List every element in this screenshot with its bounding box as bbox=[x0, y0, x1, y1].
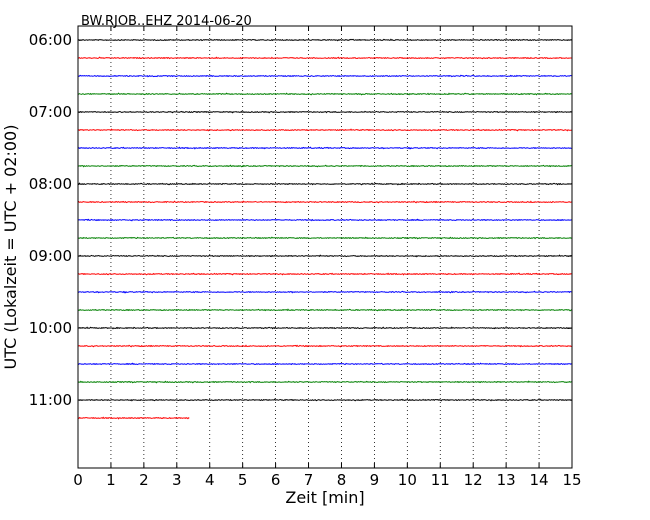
trace-line bbox=[77, 56, 572, 60]
x-tick-label: 13 bbox=[497, 471, 516, 489]
trace-line bbox=[77, 92, 572, 96]
trace-line bbox=[77, 272, 572, 276]
x-tick-label: 10 bbox=[398, 471, 417, 489]
x-tick-label: 7 bbox=[304, 471, 314, 489]
trace-line bbox=[77, 236, 572, 240]
trace-line bbox=[77, 398, 572, 402]
x-tick-label: 8 bbox=[337, 471, 347, 489]
trace-line bbox=[77, 38, 572, 42]
trace-line bbox=[77, 218, 572, 222]
trace-line bbox=[77, 74, 572, 78]
trace-line bbox=[77, 290, 572, 294]
trace-line bbox=[77, 182, 572, 186]
y-tick-label: 07:00 bbox=[29, 103, 72, 121]
trace-line bbox=[77, 200, 572, 204]
x-tick-label: 15 bbox=[562, 471, 581, 489]
y-tick-label: 06:00 bbox=[29, 31, 72, 49]
y-tick-label: 11:00 bbox=[29, 391, 72, 409]
trace-line bbox=[77, 110, 572, 114]
vertical-grid bbox=[110, 26, 540, 468]
x-tick-label: 4 bbox=[205, 471, 215, 489]
x-tick-label: 2 bbox=[139, 471, 149, 489]
y-tick-label: 08:00 bbox=[29, 175, 72, 193]
x-tick-label: 14 bbox=[530, 471, 549, 489]
x-tick-label: 11 bbox=[431, 471, 450, 489]
chart-title: BW.RJOB..EHZ 2014-06-20 bbox=[81, 14, 252, 29]
x-tick-label: 5 bbox=[238, 471, 248, 489]
x-axis: 0 1 2 3 4 5 6 7 8 9 10 11 12 13 14 15 bbox=[73, 26, 582, 489]
x-tick-label: 6 bbox=[271, 471, 281, 489]
trace-line bbox=[77, 164, 572, 168]
y-tick-label: 10:00 bbox=[29, 319, 72, 337]
x-axis-label: Zeit [min] bbox=[285, 488, 364, 507]
trace-line bbox=[77, 416, 190, 420]
y-axis-label: UTC (Lokalzeit = UTC + 02:00) bbox=[1, 125, 20, 370]
x-tick-label: 0 bbox=[73, 471, 83, 489]
trace-line bbox=[77, 254, 572, 258]
trace-line bbox=[77, 380, 572, 384]
trace-line bbox=[77, 326, 572, 330]
trace-line bbox=[77, 362, 572, 366]
trace-line bbox=[77, 308, 572, 312]
x-tick-label: 1 bbox=[106, 471, 116, 489]
y-tick-label: 09:00 bbox=[29, 247, 72, 265]
x-tick-label: 9 bbox=[370, 471, 380, 489]
trace-group bbox=[77, 38, 572, 420]
plot-frame bbox=[77, 25, 573, 469]
x-tick-label: 3 bbox=[172, 471, 182, 489]
trace-line bbox=[77, 344, 572, 348]
x-tick-label: 12 bbox=[464, 471, 483, 489]
y-axis: 06:00 07:00 08:00 09:00 10:00 11:00 bbox=[29, 31, 572, 409]
trace-line bbox=[77, 146, 572, 150]
trace-line bbox=[77, 128, 572, 132]
